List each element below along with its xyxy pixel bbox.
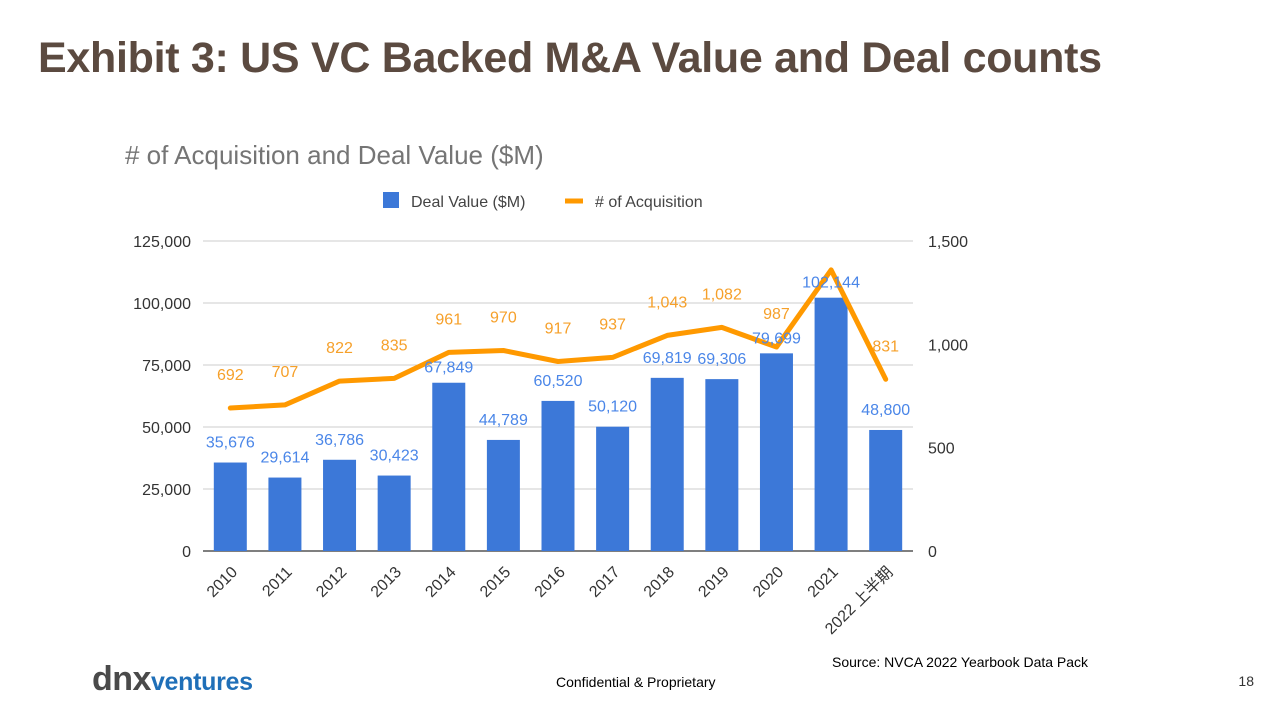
line-data-label: 937 (599, 316, 626, 333)
left-axis-tick-label: 75,000 (142, 358, 191, 375)
x-axis-category-label: 2019 (695, 564, 732, 601)
x-axis-category-label: 2010 (204, 564, 241, 601)
bar-data-label: 30,423 (370, 448, 419, 465)
bar-data-label: 48,800 (861, 402, 910, 419)
x-axis-category-label: 2011 (259, 564, 295, 600)
bar-data-label: 44,789 (479, 412, 528, 429)
bar-deal-value (869, 429, 903, 551)
bar-data-label: 35,676 (206, 435, 255, 452)
line-data-label: 987 (763, 306, 790, 323)
x-axis-category-label: 2017 (586, 564, 623, 601)
chart-title: # of Acquisition and Deal Value ($M) (125, 140, 544, 170)
bar-deal-value (541, 400, 575, 551)
x-axis-category-label: 2013 (368, 564, 405, 601)
line-data-label: 707 (272, 364, 299, 381)
line-data-label: 822 (326, 340, 353, 357)
bar-data-label: 50,120 (588, 399, 637, 416)
line-data-label: 917 (545, 320, 572, 337)
line-data-label: 970 (490, 310, 517, 327)
left-axis-tick-label: 100,000 (133, 296, 191, 313)
legend-swatch-deal-value (383, 192, 399, 208)
right-axis-tick-label: 500 (928, 441, 955, 458)
line-data-label: 835 (381, 337, 408, 354)
left-axis-tick-label: 50,000 (142, 420, 191, 437)
left-axis-tick-label: 125,000 (133, 234, 191, 251)
page-number: 18 (1238, 673, 1254, 689)
bar-deal-value (268, 477, 302, 551)
line-data-label: 692 (217, 367, 244, 384)
right-axis-tick-label: 1,500 (928, 234, 968, 251)
bar-deal-value (759, 353, 793, 551)
legend-label-deal-value: Deal Value ($M) (411, 194, 525, 211)
bar-deal-value (650, 377, 684, 551)
line-data-label: 961 (435, 311, 462, 328)
bar-deal-value (705, 379, 739, 551)
left-axis-tick-label: 25,000 (142, 482, 191, 499)
bar-deal-value (814, 297, 848, 551)
x-axis-category-label: 2016 (532, 564, 569, 601)
bar-deal-value (213, 462, 247, 551)
line-data-label: 1,082 (702, 286, 742, 303)
x-axis-category-label: 2014 (422, 564, 459, 601)
bar-deal-value (377, 475, 411, 551)
bar-deal-value (596, 426, 630, 551)
legend-label-acquisitions: # of Acquisition (595, 194, 703, 211)
bar-data-label: 69,306 (697, 351, 746, 368)
chart-legend: Deal Value ($M) # of Acquisition (383, 192, 703, 211)
confidential-footer: Confidential & Proprietary (556, 674, 716, 690)
right-axis-tick-label: 1,000 (928, 337, 968, 354)
source-note: Source: NVCA 2022 Yearbook Data Pack (832, 654, 1089, 670)
bar-data-label: 79,699 (752, 330, 801, 347)
bar-deal-value (432, 382, 466, 551)
slide-title: Exhibit 3: US VC Backed M&A Value and De… (38, 34, 1102, 82)
x-axis-category-label: 2015 (477, 564, 514, 601)
bar-deal-value (486, 439, 520, 551)
dnx-ventures-logo: dnxventures (92, 660, 253, 698)
x-axis-category-label: 2021 (805, 564, 842, 601)
bar-data-label: 60,520 (534, 373, 583, 390)
line-acquisitions (227, 267, 889, 411)
right-axis-tick-label: 0 (928, 544, 937, 561)
bar-data-label: 67,849 (424, 360, 473, 377)
x-axis-category-label: 2018 (641, 564, 678, 601)
line-data-label: 1,043 (647, 294, 687, 311)
bar-data-label: 36,786 (315, 432, 364, 449)
left-axis-tick-label: 0 (182, 544, 191, 561)
line-data-label: 831 (872, 338, 899, 355)
bar-data-label: 102,144 (802, 275, 860, 292)
x-axis-category-label: 2012 (313, 564, 350, 601)
bar-data-label: 69,819 (643, 350, 692, 367)
bar-deal-value (323, 459, 357, 551)
bar-data-label: 29,614 (260, 450, 309, 467)
x-axis-category-label: 2020 (750, 564, 787, 601)
